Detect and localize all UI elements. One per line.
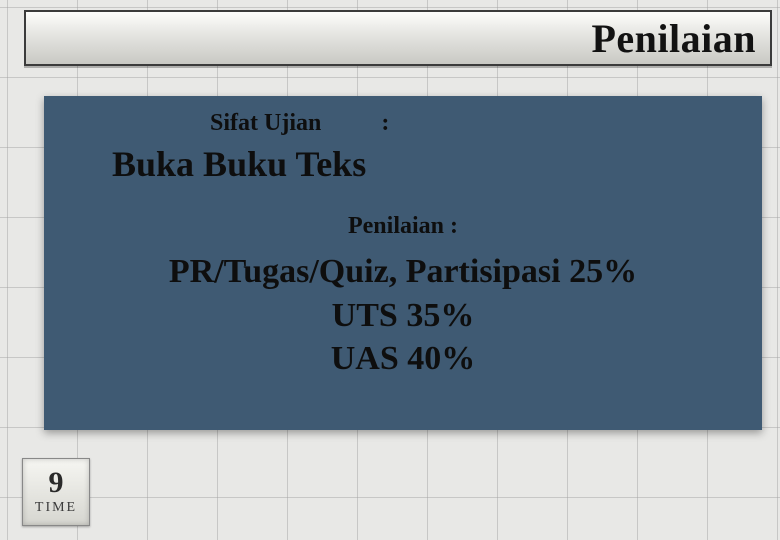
slide: Penilaian Sifat Ujian : Buka Buku Teks P… [0, 0, 780, 540]
grading-item-3: UAS 40% [62, 337, 744, 381]
exam-type-label: Sifat Ujian [210, 110, 321, 137]
corner-time-label: TIME [35, 500, 77, 516]
corner-badge: 9 TIME [22, 458, 90, 526]
exam-type-row: Sifat Ujian : [210, 110, 744, 137]
grading-item-2: UTS 35% [62, 294, 744, 338]
content-panel: Sifat Ujian : Buka Buku Teks Penilaian :… [44, 96, 762, 430]
grading-label: Penilaian : [62, 213, 744, 240]
grading-item-1: PR/Tugas/Quiz, Partisipasi 25% [62, 250, 744, 294]
page-title: Penilaian [591, 15, 756, 62]
title-bar: Penilaian [24, 10, 772, 66]
exam-type-colon: : [381, 110, 389, 137]
corner-number: 9 [49, 468, 64, 498]
exam-type-value: Buka Buku Teks [112, 143, 744, 185]
